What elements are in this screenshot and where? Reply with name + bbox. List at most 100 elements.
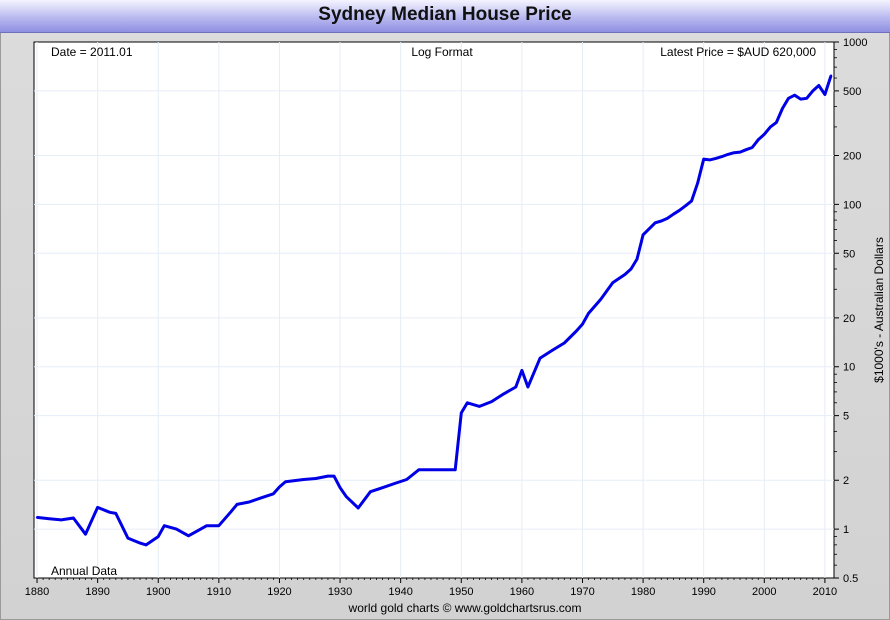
- data-point: [96, 506, 99, 509]
- x-tick-label: 1930: [328, 586, 352, 598]
- x-tick-label: 2000: [752, 586, 776, 598]
- data-point: [138, 541, 142, 545]
- data-point: [60, 518, 63, 522]
- data-point: [199, 527, 202, 531]
- data-point: [744, 148, 748, 151]
- data-point: [787, 97, 790, 100]
- y-tick-label: 1000: [843, 37, 867, 49]
- data-point: [466, 401, 469, 404]
- data-point: [441, 468, 445, 471]
- data-point: [454, 468, 457, 471]
- data-point: [581, 322, 584, 326]
- x-tick-label: 1920: [267, 586, 291, 598]
- data-point: [672, 213, 675, 216]
- data-point: [260, 496, 263, 499]
- data-point: [175, 527, 178, 531]
- data-point: [114, 512, 118, 515]
- data-point: [781, 107, 784, 110]
- x-tick-label: 1940: [388, 586, 412, 598]
- data-point: [514, 385, 517, 389]
- y-tick-label: 200: [843, 150, 861, 162]
- x-tick-label: 1960: [510, 586, 534, 598]
- annotation-date: Date = 2011.01: [51, 45, 133, 59]
- data-point: [678, 209, 681, 212]
- x-tick-label: 2010: [813, 586, 837, 598]
- annotation-latest-price: Latest Price = $AUD 620,000: [660, 45, 816, 59]
- x-axis: 1880 1890 1900 1910 1920 1930 1940 1950 1960 1970…: [25, 578, 837, 598]
- chart-title: Sydney Median House Price: [318, 4, 572, 25]
- data-point: [726, 153, 730, 156]
- data-point: [769, 125, 772, 129]
- data-point: [248, 500, 251, 504]
- data-point: [805, 97, 808, 100]
- x-tick-label: 1950: [449, 586, 473, 598]
- data-point: [357, 506, 360, 510]
- data-point: [144, 543, 148, 547]
- x-tick-label: 1980: [631, 586, 655, 598]
- data-point: [829, 74, 833, 77]
- y-tick-label: 500: [843, 86, 861, 98]
- data-point: [369, 490, 372, 493]
- data-point: [326, 474, 330, 478]
- data-point: [708, 158, 711, 162]
- data-point: [48, 517, 51, 520]
- y-tick-label: 5: [843, 411, 849, 423]
- y-tick-label: 1: [843, 524, 849, 536]
- data-point: [526, 385, 530, 389]
- data-point: [187, 534, 190, 537]
- data-point: [302, 478, 305, 481]
- data-point: [702, 157, 705, 161]
- data-point: [338, 486, 342, 489]
- gridlines: [34, 42, 834, 578]
- y-tick-label: 50: [843, 248, 855, 260]
- data-point: [629, 267, 633, 271]
- plot-area: [33, 41, 835, 579]
- x-tick-label: 1990: [691, 586, 715, 598]
- data-point: [690, 199, 693, 203]
- data-point: [751, 146, 754, 149]
- data-point: [314, 477, 317, 480]
- data-point: [381, 486, 384, 489]
- data-point: [799, 97, 802, 101]
- annotation-log-format: Log Format: [411, 45, 473, 59]
- data-point: [696, 182, 699, 185]
- y-tick-label: 0.5: [843, 573, 858, 585]
- y-axis-label: $1000's - Australian Dollars: [872, 237, 886, 383]
- data-point: [763, 133, 766, 136]
- data-point: [126, 536, 130, 540]
- data-point: [775, 121, 778, 124]
- annotation-annual-data: Annual Data: [51, 564, 117, 578]
- data-point: [575, 329, 578, 333]
- data-point: [641, 233, 645, 236]
- data-point: [732, 151, 736, 154]
- data-point: [344, 495, 348, 498]
- data-point: [478, 405, 481, 408]
- data-point: [811, 89, 814, 93]
- data-point: [205, 524, 208, 527]
- data-point: [460, 411, 463, 415]
- y-tick-label: 10: [843, 362, 855, 374]
- data-point: [157, 535, 160, 538]
- data-point: [223, 517, 227, 520]
- y-tick-label: 100: [843, 199, 861, 211]
- data-point: [35, 516, 39, 519]
- data-point: [823, 93, 827, 96]
- data-point: [538, 356, 542, 360]
- chart-footer: world gold charts © www.goldchartsrus.co…: [348, 601, 582, 615]
- x-tick-label: 1890: [85, 586, 109, 598]
- data-point: [599, 298, 602, 301]
- data-point: [666, 217, 669, 220]
- data-point: [738, 150, 742, 154]
- data-point: [714, 157, 717, 160]
- x-tick-label: 1970: [570, 586, 594, 598]
- series-points: [35, 74, 833, 547]
- chart-title-bar: Sydney Median House Price: [0, 0, 890, 33]
- data-point: [405, 478, 408, 481]
- y-tick-label: 20: [843, 313, 855, 325]
- data-point: [660, 219, 663, 223]
- data-point: [793, 94, 796, 97]
- data-point: [108, 511, 112, 514]
- data-point: [217, 524, 220, 527]
- y-tick-label: 2: [843, 475, 849, 487]
- data-point: [563, 341, 566, 345]
